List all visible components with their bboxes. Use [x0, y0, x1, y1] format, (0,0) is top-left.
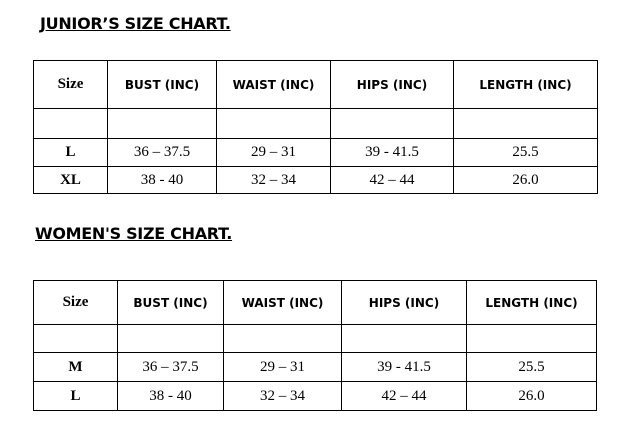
header-cell: HIPS (INC) [330, 60, 454, 109]
header-cell: LENGTH (INC) [453, 60, 598, 109]
data-row: L 36 – 37.5 29 – 31 39 - 41.5 25.5 [33, 138, 598, 167]
data-cell: 29 – 31 [223, 352, 342, 382]
header-cell: WAIST (INC) [223, 280, 342, 325]
data-cell: 42 – 44 [330, 166, 454, 194]
size-table: Size BUST (INC) WAIST (INC) HIPS (INC) LENGT… [33, 280, 597, 411]
header-cell: Size [33, 280, 118, 325]
header-cell: BUST (INC) [117, 280, 224, 325]
data-cell: 36 – 37.5 [107, 138, 217, 167]
data-cell: 39 - 41.5 [341, 352, 467, 382]
empty-cell [107, 108, 217, 139]
size-cell: M [33, 352, 118, 382]
header-cell: Size [33, 60, 108, 109]
data-cell: 25.5 [466, 352, 597, 382]
header-cell: LENGTH (INC) [466, 280, 597, 325]
data-row: L 38 - 40 32 – 34 42 – 44 26.0 [33, 381, 597, 411]
empty-row [33, 324, 597, 353]
data-cell: 32 – 34 [223, 381, 342, 411]
header-cell: WAIST (INC) [216, 60, 331, 109]
empty-cell [33, 108, 108, 139]
data-row: XL 38 - 40 32 – 34 42 – 44 26.0 [33, 166, 598, 194]
empty-cell [466, 324, 597, 353]
data-cell: 36 – 37.5 [117, 352, 224, 382]
data-cell: 26.0 [453, 166, 598, 194]
empty-cell [453, 108, 598, 139]
empty-cell [330, 108, 454, 139]
data-cell: 29 – 31 [216, 138, 331, 167]
empty-cell [341, 324, 467, 353]
empty-cell [33, 324, 118, 353]
data-cell: 39 - 41.5 [330, 138, 454, 167]
header-cell: BUST (INC) [107, 60, 217, 109]
size-cell: L [33, 381, 118, 411]
empty-cell [216, 108, 331, 139]
table-title: JUNIOR’S SIZE CHART. [40, 14, 231, 33]
data-row: M 36 – 37.5 29 – 31 39 - 41.5 25.5 [33, 352, 597, 382]
data-cell: 26.0 [466, 381, 597, 411]
size-table: Size BUST (INC) WAIST (INC) HIPS (INC) LENGT… [33, 60, 598, 194]
data-cell: 32 – 34 [216, 166, 331, 194]
data-cell: 25.5 [453, 138, 598, 167]
empty-cell [223, 324, 342, 353]
table-title: WOMEN'S SIZE CHART. [35, 224, 233, 243]
header-row: Size BUST (INC) WAIST (INC) HIPS (INC) LENGT… [33, 280, 597, 325]
size-cell: XL [33, 166, 108, 194]
empty-row [33, 108, 598, 139]
header-cell: HIPS (INC) [341, 280, 467, 325]
header-row: Size BUST (INC) WAIST (INC) HIPS (INC) LENGT… [33, 60, 598, 109]
size-cell: L [33, 138, 108, 167]
empty-cell [117, 324, 224, 353]
data-cell: 38 - 40 [117, 381, 224, 411]
data-cell: 42 – 44 [341, 381, 467, 411]
data-cell: 38 - 40 [107, 166, 217, 194]
